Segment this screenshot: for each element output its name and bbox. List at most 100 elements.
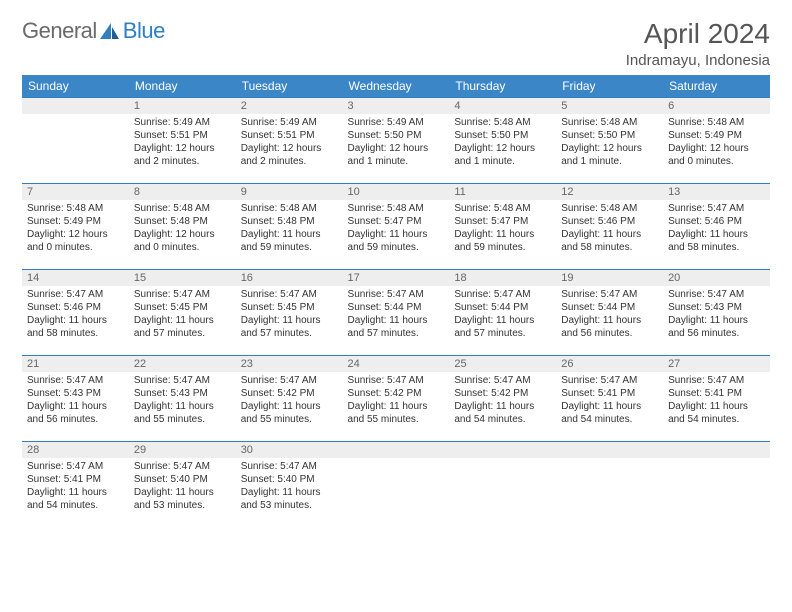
daylight-text: Daylight: 11 hours and 55 minutes. xyxy=(134,400,231,426)
sunrise-text: Sunrise: 5:48 AM xyxy=(241,202,338,215)
day-number: 16 xyxy=(236,270,343,286)
day-number: 21 xyxy=(22,356,129,372)
daylight-text: Daylight: 11 hours and 56 minutes. xyxy=(668,314,765,340)
location-label: Indramayu, Indonesia xyxy=(626,52,770,69)
day-number: 8 xyxy=(129,184,236,200)
day-body: Sunrise: 5:47 AMSunset: 5:46 PMDaylight:… xyxy=(663,200,770,258)
sunrise-text: Sunrise: 5:48 AM xyxy=(561,202,658,215)
day-body: Sunrise: 5:47 AMSunset: 5:42 PMDaylight:… xyxy=(449,372,556,430)
day-number: 29 xyxy=(129,442,236,458)
sunrise-text: Sunrise: 5:47 AM xyxy=(561,288,658,301)
sunset-text: Sunset: 5:50 PM xyxy=(561,129,658,142)
calendar-day-cell: 21Sunrise: 5:47 AMSunset: 5:43 PMDayligh… xyxy=(22,356,129,442)
calendar-day-cell: 23Sunrise: 5:47 AMSunset: 5:42 PMDayligh… xyxy=(236,356,343,442)
weekday-header: Sunday xyxy=(22,75,129,98)
sunset-text: Sunset: 5:48 PM xyxy=(134,215,231,228)
calendar-day-cell xyxy=(343,442,450,528)
sunrise-text: Sunrise: 5:49 AM xyxy=(134,116,231,129)
calendar-day-cell: 24Sunrise: 5:47 AMSunset: 5:42 PMDayligh… xyxy=(343,356,450,442)
sunrise-text: Sunrise: 5:47 AM xyxy=(27,460,124,473)
day-number: 1 xyxy=(129,98,236,114)
calendar-table: Sunday Monday Tuesday Wednesday Thursday… xyxy=(22,75,770,528)
daylight-text: Daylight: 11 hours and 55 minutes. xyxy=(241,400,338,426)
sunrise-text: Sunrise: 5:47 AM xyxy=(134,460,231,473)
day-number: 14 xyxy=(22,270,129,286)
sunset-text: Sunset: 5:45 PM xyxy=(134,301,231,314)
day-body: Sunrise: 5:49 AMSunset: 5:51 PMDaylight:… xyxy=(236,114,343,172)
day-number xyxy=(556,442,663,458)
day-number: 28 xyxy=(22,442,129,458)
sunrise-text: Sunrise: 5:47 AM xyxy=(348,374,445,387)
day-body: Sunrise: 5:48 AMSunset: 5:49 PMDaylight:… xyxy=(22,200,129,258)
day-number xyxy=(449,442,556,458)
calendar-day-cell: 10Sunrise: 5:48 AMSunset: 5:47 PMDayligh… xyxy=(343,184,450,270)
daylight-text: Daylight: 11 hours and 54 minutes. xyxy=(561,400,658,426)
sunrise-text: Sunrise: 5:48 AM xyxy=(561,116,658,129)
calendar-day-cell: 11Sunrise: 5:48 AMSunset: 5:47 PMDayligh… xyxy=(449,184,556,270)
day-body: Sunrise: 5:47 AMSunset: 5:46 PMDaylight:… xyxy=(22,286,129,344)
day-body: Sunrise: 5:47 AMSunset: 5:43 PMDaylight:… xyxy=(22,372,129,430)
logo-text-general: General xyxy=(22,18,97,44)
day-number xyxy=(663,442,770,458)
sunset-text: Sunset: 5:42 PM xyxy=(241,387,338,400)
day-body: Sunrise: 5:47 AMSunset: 5:45 PMDaylight:… xyxy=(129,286,236,344)
day-number: 30 xyxy=(236,442,343,458)
calendar-day-cell: 9Sunrise: 5:48 AMSunset: 5:48 PMDaylight… xyxy=(236,184,343,270)
daylight-text: Daylight: 11 hours and 58 minutes. xyxy=(561,228,658,254)
sunrise-text: Sunrise: 5:47 AM xyxy=(27,288,124,301)
calendar-day-cell xyxy=(449,442,556,528)
day-body: Sunrise: 5:47 AMSunset: 5:40 PMDaylight:… xyxy=(236,458,343,516)
sunset-text: Sunset: 5:45 PM xyxy=(241,301,338,314)
day-body: Sunrise: 5:47 AMSunset: 5:41 PMDaylight:… xyxy=(556,372,663,430)
daylight-text: Daylight: 11 hours and 57 minutes. xyxy=(454,314,551,340)
sunset-text: Sunset: 5:41 PM xyxy=(27,473,124,486)
calendar-day-cell: 17Sunrise: 5:47 AMSunset: 5:44 PMDayligh… xyxy=(343,270,450,356)
day-number: 27 xyxy=(663,356,770,372)
calendar-day-cell: 2Sunrise: 5:49 AMSunset: 5:51 PMDaylight… xyxy=(236,98,343,184)
calendar-day-cell: 15Sunrise: 5:47 AMSunset: 5:45 PMDayligh… xyxy=(129,270,236,356)
day-number xyxy=(22,98,129,114)
weekday-header-row: Sunday Monday Tuesday Wednesday Thursday… xyxy=(22,75,770,98)
day-body: Sunrise: 5:47 AMSunset: 5:44 PMDaylight:… xyxy=(343,286,450,344)
daylight-text: Daylight: 11 hours and 59 minutes. xyxy=(241,228,338,254)
day-body: Sunrise: 5:47 AMSunset: 5:43 PMDaylight:… xyxy=(663,286,770,344)
sunrise-text: Sunrise: 5:48 AM xyxy=(134,202,231,215)
calendar-week-row: 1Sunrise: 5:49 AMSunset: 5:51 PMDaylight… xyxy=(22,98,770,184)
calendar-day-cell: 6Sunrise: 5:48 AMSunset: 5:49 PMDaylight… xyxy=(663,98,770,184)
sunrise-text: Sunrise: 5:47 AM xyxy=(668,374,765,387)
day-body: Sunrise: 5:47 AMSunset: 5:41 PMDaylight:… xyxy=(663,372,770,430)
sunset-text: Sunset: 5:49 PM xyxy=(27,215,124,228)
calendar-day-cell: 28Sunrise: 5:47 AMSunset: 5:41 PMDayligh… xyxy=(22,442,129,528)
header-bar: General Blue April 2024 Indramayu, Indon… xyxy=(22,18,770,69)
sunrise-text: Sunrise: 5:48 AM xyxy=(348,202,445,215)
sunset-text: Sunset: 5:41 PM xyxy=(561,387,658,400)
calendar-day-cell: 29Sunrise: 5:47 AMSunset: 5:40 PMDayligh… xyxy=(129,442,236,528)
sunset-text: Sunset: 5:42 PM xyxy=(454,387,551,400)
calendar-day-cell: 25Sunrise: 5:47 AMSunset: 5:42 PMDayligh… xyxy=(449,356,556,442)
sunrise-text: Sunrise: 5:48 AM xyxy=(454,116,551,129)
daylight-text: Daylight: 12 hours and 0 minutes. xyxy=(134,228,231,254)
sunset-text: Sunset: 5:44 PM xyxy=(454,301,551,314)
sunrise-text: Sunrise: 5:47 AM xyxy=(348,288,445,301)
sunrise-text: Sunrise: 5:49 AM xyxy=(241,116,338,129)
sunrise-text: Sunrise: 5:47 AM xyxy=(134,288,231,301)
weekday-header: Thursday xyxy=(449,75,556,98)
sunset-text: Sunset: 5:40 PM xyxy=(241,473,338,486)
day-number: 10 xyxy=(343,184,450,200)
calendar-day-cell: 12Sunrise: 5:48 AMSunset: 5:46 PMDayligh… xyxy=(556,184,663,270)
daylight-text: Daylight: 11 hours and 57 minutes. xyxy=(241,314,338,340)
sunset-text: Sunset: 5:51 PM xyxy=(134,129,231,142)
sunset-text: Sunset: 5:51 PM xyxy=(241,129,338,142)
daylight-text: Daylight: 11 hours and 59 minutes. xyxy=(348,228,445,254)
day-body: Sunrise: 5:48 AMSunset: 5:50 PMDaylight:… xyxy=(449,114,556,172)
day-number: 24 xyxy=(343,356,450,372)
sunset-text: Sunset: 5:49 PM xyxy=(668,129,765,142)
day-number: 15 xyxy=(129,270,236,286)
daylight-text: Daylight: 12 hours and 1 minute. xyxy=(561,142,658,168)
daylight-text: Daylight: 11 hours and 53 minutes. xyxy=(241,486,338,512)
logo-text-blue: Blue xyxy=(123,18,165,44)
day-number: 7 xyxy=(22,184,129,200)
calendar-body: 1Sunrise: 5:49 AMSunset: 5:51 PMDaylight… xyxy=(22,98,770,528)
daylight-text: Daylight: 12 hours and 0 minutes. xyxy=(27,228,124,254)
calendar-week-row: 21Sunrise: 5:47 AMSunset: 5:43 PMDayligh… xyxy=(22,356,770,442)
